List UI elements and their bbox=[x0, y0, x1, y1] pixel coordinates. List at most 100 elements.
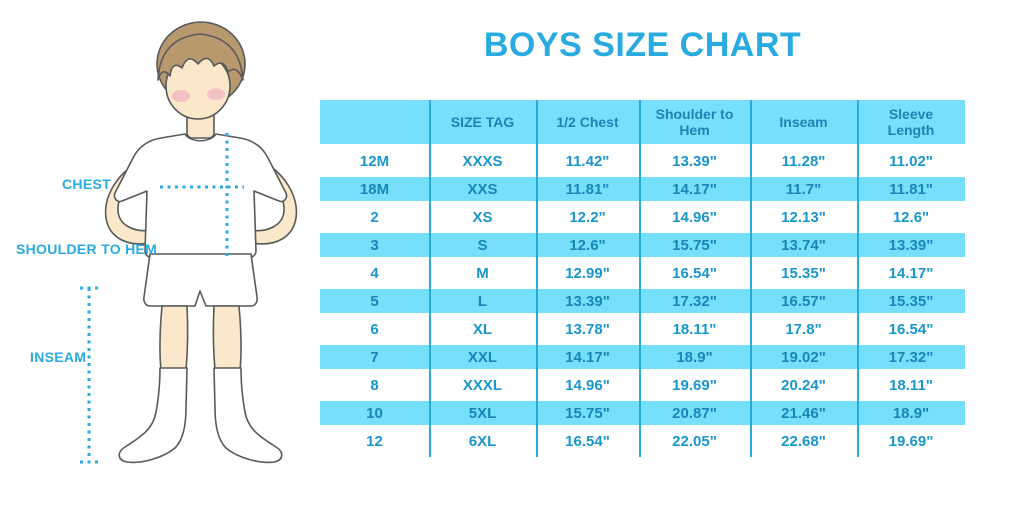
shorts bbox=[143, 253, 258, 307]
measurement-cell: 12.6" bbox=[569, 236, 606, 254]
size-tag-cell: XXXS bbox=[462, 152, 503, 170]
header-cell: Shoulder to Hem bbox=[655, 105, 734, 138]
measurement-cell: 18.9" bbox=[892, 404, 930, 422]
measurement-cell: 15.75" bbox=[672, 236, 717, 254]
measurement-cell: 11.81" bbox=[889, 180, 933, 198]
measurement-cell: 12.99" bbox=[565, 264, 610, 282]
size-tag-cell: M bbox=[476, 264, 489, 282]
measurement-cell: 17.32" bbox=[888, 348, 934, 366]
shoulder-to-hem-label: SHOULDER TO HEM bbox=[16, 241, 158, 257]
measurement-cell: 11.7" bbox=[785, 180, 822, 198]
measurement-cell: 21.46" bbox=[781, 404, 826, 422]
table-row: 4 M 12.99" 16.54" 15.35" 14.17" bbox=[320, 259, 965, 287]
table-row: 8 XXXL 14.96" 19.69" 20.24" 18.11" bbox=[320, 371, 965, 399]
age-cell: 5 bbox=[370, 292, 379, 310]
column-divider bbox=[750, 100, 752, 457]
size-table: SIZE TAG 1/2 Chest Shoulder to Hem Inseam Sl… bbox=[320, 100, 965, 457]
measurement-cell: 22.05" bbox=[672, 432, 717, 450]
measurement-cell: 15.35" bbox=[781, 264, 826, 282]
measurement-cell: 17.8" bbox=[785, 320, 822, 338]
measurement-cell: 12.2" bbox=[569, 208, 606, 226]
column-divider bbox=[429, 100, 431, 457]
measurement-cell: 17.32" bbox=[672, 292, 717, 310]
table-row: 10 5XL 15.75" 20.87" 21.46" 18.9" bbox=[320, 399, 965, 427]
column-divider bbox=[536, 100, 538, 457]
table-row: 12M XXXS 11.42" 13.39" 11.28" 11.02" bbox=[320, 147, 965, 175]
size-tag-cell: XS bbox=[472, 208, 493, 226]
measurement-cell: 11.42" bbox=[565, 152, 610, 170]
right-leg bbox=[212, 305, 242, 371]
measurement-cell: 19.69" bbox=[888, 432, 934, 450]
size-tag-cell: L bbox=[477, 292, 488, 310]
measurement-cell: 14.17" bbox=[888, 264, 934, 282]
size-tag-cell: XXL bbox=[467, 348, 498, 366]
measurement-cell: 19.69" bbox=[672, 376, 717, 394]
age-cell: 7 bbox=[370, 348, 379, 366]
left-sock bbox=[118, 367, 188, 464]
size-tag-cell: 5XL bbox=[468, 404, 497, 422]
measurement-cell: 13.74" bbox=[781, 236, 826, 254]
blush-right bbox=[207, 88, 225, 100]
column-divider bbox=[639, 100, 641, 457]
age-cell: 6 bbox=[370, 320, 379, 338]
table-row: 2 XS 12.2" 14.96" 12.13" 12.6" bbox=[320, 203, 965, 231]
measurement-cell: 20.24" bbox=[781, 376, 826, 394]
age-cell: 12M bbox=[359, 152, 390, 170]
measurement-cell: 16.54" bbox=[888, 320, 934, 338]
age-cell: 8 bbox=[370, 376, 379, 394]
age-cell: 18M bbox=[359, 180, 390, 198]
table-row: 7 XXL 14.17" 18.9" 19.02" 17.32" bbox=[320, 343, 965, 371]
page-title: BOYS SIZE CHART bbox=[483, 26, 802, 64]
chest-label: CHEST bbox=[62, 176, 111, 192]
boy-illustration: CHEST SHOULDER TO HEM INSEAM bbox=[0, 0, 320, 512]
t-shirt bbox=[113, 133, 288, 259]
measurement-cell: 12.6" bbox=[892, 208, 930, 226]
measurement-cell: 11.28" bbox=[781, 152, 826, 170]
measurement-cell: 14.96" bbox=[565, 376, 610, 394]
measurement-cell: 11.81" bbox=[565, 180, 610, 198]
measurement-cell: 15.75" bbox=[565, 404, 610, 422]
measurement-cell: 14.17" bbox=[565, 348, 610, 366]
size-tag-cell: XXS bbox=[467, 180, 498, 198]
column-divider bbox=[857, 100, 859, 457]
measurement-cell: 18.11" bbox=[672, 320, 717, 338]
measurement-cell: 16.54" bbox=[565, 432, 610, 450]
measurement-cell: 16.57" bbox=[781, 292, 826, 310]
table-row: 18M XXS 11.81" 14.17" 11.7" 11.81" bbox=[320, 175, 965, 203]
age-cell: 10 bbox=[366, 404, 383, 422]
size-table-body: 12M XXXS 11.42" 13.39" 11.28" 11.02" 18M XXS 11.… bbox=[320, 147, 965, 455]
measurement-cell: 15.35" bbox=[888, 292, 934, 310]
size-tag-cell: XXXL bbox=[462, 376, 503, 394]
hair-fringe bbox=[157, 33, 244, 81]
measurement-cell: 12.13" bbox=[781, 208, 826, 226]
age-cell: 12 bbox=[366, 432, 383, 450]
measurement-cell: 13.39" bbox=[888, 236, 934, 254]
right-sock bbox=[213, 367, 283, 464]
left-leg bbox=[159, 305, 189, 371]
measurement-cell: 13.39" bbox=[672, 152, 717, 170]
table-row: 6 XL 13.78" 18.11" 17.8" 16.54" bbox=[320, 315, 965, 343]
age-cell: 2 bbox=[370, 208, 379, 226]
measurement-cell: 11.02" bbox=[889, 152, 933, 170]
blush-left bbox=[172, 90, 190, 102]
measurement-cell: 20.87" bbox=[672, 404, 717, 422]
size-tag-cell: S bbox=[477, 236, 488, 254]
header-cell bbox=[320, 100, 429, 144]
table-row: 5 L 13.39" 17.32" 16.57" 15.35" bbox=[320, 287, 965, 315]
table-row: 12 6XL 16.54" 22.05" 22.68" 19.69" bbox=[320, 427, 965, 455]
header-cell: SIZE TAG bbox=[450, 113, 515, 130]
table-header-row: SIZE TAG 1/2 Chest Shoulder to Hem Inseam Sl… bbox=[320, 100, 965, 144]
size-tag-cell: 6XL bbox=[468, 432, 497, 450]
header-cell: 1/2 Chest bbox=[556, 113, 619, 130]
measurement-cell: 18.9" bbox=[676, 348, 713, 366]
measurement-cell: 13.78" bbox=[565, 320, 610, 338]
measurement-cell: 16.54" bbox=[672, 264, 717, 282]
measurement-cell: 14.96" bbox=[672, 208, 717, 226]
inseam-label: INSEAM bbox=[30, 349, 87, 365]
measurement-cell: 13.39" bbox=[565, 292, 610, 310]
measurement-cell: 22.68" bbox=[781, 432, 826, 450]
boy-figure-svg bbox=[80, 21, 298, 464]
header-cell: Inseam bbox=[779, 113, 828, 130]
table-row: 3 S 12.6" 15.75" 13.74" 13.39" bbox=[320, 231, 965, 259]
